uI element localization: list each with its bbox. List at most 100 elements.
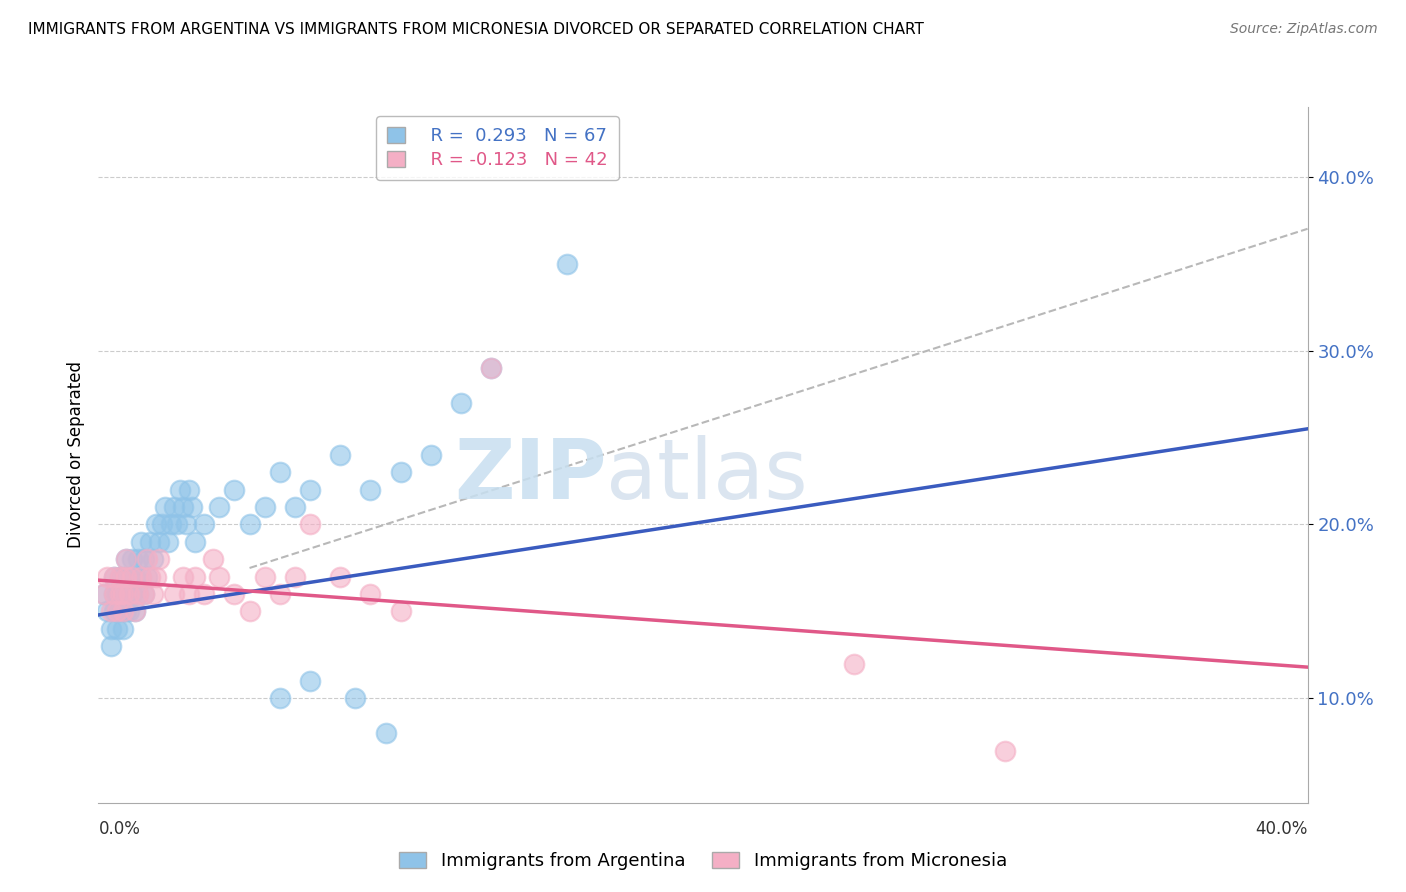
Point <box>118 570 141 584</box>
Point <box>142 587 165 601</box>
Point <box>105 622 128 636</box>
Point <box>419 448 441 462</box>
Point <box>224 587 246 601</box>
Point <box>118 587 141 601</box>
Point <box>299 483 322 497</box>
Point <box>132 587 155 601</box>
Point <box>111 605 134 619</box>
Text: Source: ZipAtlas.com: Source: ZipAtlas.com <box>1230 22 1378 37</box>
Point <box>253 500 276 514</box>
Point <box>124 605 146 619</box>
Point <box>269 587 291 601</box>
Point <box>139 570 162 584</box>
Point <box>253 570 276 584</box>
Point <box>132 587 155 601</box>
Point <box>450 395 472 409</box>
Point <box>360 483 382 497</box>
Point <box>111 605 134 619</box>
Point <box>299 517 322 532</box>
Point <box>844 657 866 671</box>
Point <box>224 483 246 497</box>
Point <box>93 587 115 601</box>
Point <box>124 605 146 619</box>
Point <box>114 570 136 584</box>
Point <box>103 570 125 584</box>
Point <box>103 570 125 584</box>
Point <box>108 605 131 619</box>
Text: atlas: atlas <box>606 435 808 516</box>
Text: 40.0%: 40.0% <box>1256 820 1308 838</box>
Point <box>389 466 412 480</box>
Point <box>148 534 170 549</box>
Point <box>114 587 136 601</box>
Point <box>139 534 162 549</box>
Point <box>108 570 131 584</box>
Point <box>121 570 143 584</box>
Point <box>96 605 118 619</box>
Point <box>150 517 173 532</box>
Point <box>142 552 165 566</box>
Legend: Immigrants from Argentina, Immigrants from Micronesia: Immigrants from Argentina, Immigrants fr… <box>392 845 1014 877</box>
Point <box>121 587 143 601</box>
Point <box>193 587 215 601</box>
Point <box>135 570 157 584</box>
Point <box>994 744 1017 758</box>
Point <box>100 605 122 619</box>
Point <box>329 570 352 584</box>
Point <box>129 570 152 584</box>
Point <box>239 605 262 619</box>
Point <box>284 570 307 584</box>
Point <box>172 570 194 584</box>
Point <box>103 587 125 601</box>
Text: IMMIGRANTS FROM ARGENTINA VS IMMIGRANTS FROM MICRONESIA DIVORCED OR SEPARATED CO: IMMIGRANTS FROM ARGENTINA VS IMMIGRANTS … <box>28 22 924 37</box>
Point <box>127 587 149 601</box>
Point <box>481 361 503 376</box>
Point <box>177 587 201 601</box>
Point <box>118 605 141 619</box>
Point <box>105 605 128 619</box>
Point <box>132 552 155 566</box>
Point <box>121 552 143 566</box>
Point <box>174 517 197 532</box>
Point <box>93 587 115 601</box>
Point <box>181 500 204 514</box>
Point <box>103 605 125 619</box>
Point <box>208 570 231 584</box>
Point <box>184 534 207 549</box>
Y-axis label: Divorced or Separated: Divorced or Separated <box>66 361 84 549</box>
Point <box>269 466 291 480</box>
Point <box>299 674 322 689</box>
Point <box>389 605 412 619</box>
Point <box>127 587 149 601</box>
Point <box>111 622 134 636</box>
Point <box>360 587 382 601</box>
Point <box>135 552 157 566</box>
Point <box>269 691 291 706</box>
Point <box>108 587 131 601</box>
Point <box>153 500 176 514</box>
Point <box>129 534 152 549</box>
Point <box>114 552 136 566</box>
Point <box>111 570 134 584</box>
Point <box>284 500 307 514</box>
Point <box>163 500 186 514</box>
Point <box>114 605 136 619</box>
Point <box>555 257 578 271</box>
Point <box>481 361 503 376</box>
Point <box>108 587 131 601</box>
Point <box>166 517 188 532</box>
Point <box>96 570 118 584</box>
Point <box>124 570 146 584</box>
Point <box>148 552 170 566</box>
Point <box>100 622 122 636</box>
Point <box>114 552 136 566</box>
Point <box>163 587 186 601</box>
Point <box>103 587 125 601</box>
Point <box>108 570 131 584</box>
Point <box>127 552 149 566</box>
Point <box>177 483 201 497</box>
Point <box>374 726 396 740</box>
Point <box>105 605 128 619</box>
Point <box>193 517 215 532</box>
Point <box>208 500 231 514</box>
